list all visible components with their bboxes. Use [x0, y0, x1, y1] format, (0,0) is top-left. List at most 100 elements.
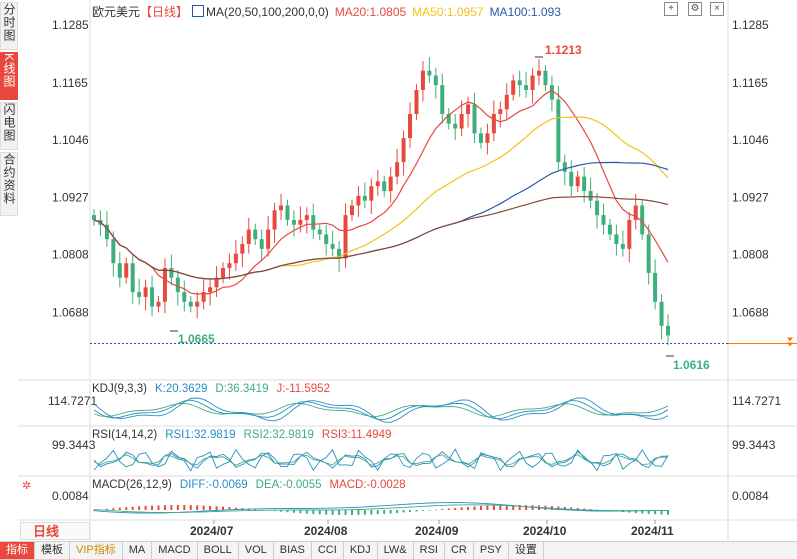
macd-dea: DEA:-0.0055	[255, 479, 322, 491]
macd-bar	[467, 506, 470, 510]
candle-body	[298, 219, 303, 225]
macd-bar	[570, 507, 573, 510]
candle-body	[240, 243, 245, 254]
macd-header: MACD(26,12,9) DIFF:-0.0069 DEA:-0.0055 MACD…	[92, 479, 414, 491]
expand-icon[interactable]: +	[664, 2, 678, 16]
candle-body	[130, 263, 135, 293]
tab-macd[interactable]: MACD	[152, 542, 198, 559]
tab-psy[interactable]: PSY	[474, 542, 509, 559]
tab-flash-label: 闪电图	[2, 103, 16, 142]
macd-bar	[641, 510, 644, 514]
candle-body	[614, 234, 619, 244]
tab-kline[interactable]: K线图	[0, 52, 18, 100]
settings-icon[interactable]: ⚙	[688, 2, 702, 16]
candle-body	[607, 224, 612, 235]
macd-bar	[492, 505, 495, 510]
macd-bar	[125, 507, 128, 510]
macd-bar	[176, 505, 179, 510]
period-button[interactable]: 日线	[20, 522, 90, 540]
tab-timeshare[interactable]: 分时图	[0, 2, 18, 50]
candle-body	[517, 80, 522, 86]
price-tick-right: 1.1165	[732, 76, 768, 90]
candle-body	[169, 268, 174, 278]
macd-bar	[667, 510, 669, 515]
macd-bar	[318, 510, 321, 515]
candle-body	[395, 162, 400, 177]
candle-body	[201, 292, 206, 302]
candle-body	[266, 229, 271, 249]
candle-body	[304, 215, 309, 220]
tab-flash[interactable]: 闪电图	[0, 102, 18, 150]
rsi-axis-left: 99.3443	[52, 438, 96, 452]
macd-bar	[415, 510, 418, 512]
macd-diff-line	[93, 502, 669, 514]
macd-bar	[292, 510, 295, 513]
kdj-label: KDJ(9,3,3)	[92, 383, 147, 395]
candle-body	[466, 104, 471, 115]
macd-bar	[576, 507, 579, 510]
candle-body	[478, 133, 483, 143]
tab-kline-label: K线图	[2, 53, 16, 89]
candle-body	[588, 191, 593, 201]
macd-bar	[299, 510, 302, 514]
tab-vol[interactable]: VOL	[239, 542, 274, 559]
candle-body	[562, 162, 567, 172]
candle-body	[582, 176, 587, 192]
macd-bar	[105, 508, 108, 510]
tab-kdj[interactable]: KDJ	[344, 542, 378, 559]
candle-body	[227, 263, 232, 269]
macd-bar	[234, 507, 237, 510]
candle-body	[408, 114, 413, 139]
tab-boll[interactable]: BOLL	[198, 542, 239, 559]
time-axis-label: 2024/07	[190, 524, 234, 538]
candle-body	[330, 243, 335, 249]
macd-bar	[170, 505, 173, 510]
tab-lwr[interactable]: LW&	[378, 542, 414, 559]
macd-bar	[305, 510, 308, 514]
macd-bar	[189, 505, 192, 510]
macd-bar	[647, 510, 650, 514]
candle-body	[459, 114, 464, 129]
macd-bar	[144, 505, 147, 510]
candle-body	[653, 272, 658, 302]
tab-bias[interactable]: BIAS	[274, 542, 312, 559]
candle-body	[272, 210, 277, 230]
candle-body	[427, 70, 432, 76]
candle-body	[633, 205, 638, 220]
tab-contract[interactable]: 合约资料	[0, 152, 18, 216]
macd-bar	[473, 506, 476, 510]
macd-bar	[460, 507, 463, 510]
tab-ma[interactable]: MA	[123, 542, 153, 559]
price-tick-right: 1.1285	[732, 18, 769, 32]
ma-settings-icon[interactable]	[192, 5, 205, 17]
ma20-value: MA20:1.0805	[334, 5, 407, 19]
candle-body	[414, 89, 419, 115]
macd-bar	[286, 510, 289, 513]
candle-body	[285, 205, 290, 220]
macd-settings-icon[interactable]: ✲	[22, 480, 32, 492]
ma100-line	[93, 161, 669, 280]
macd-bar	[660, 510, 663, 515]
tab-vip[interactable]: VIP指标	[70, 542, 123, 559]
rsi-axis-right: 99.3443	[732, 438, 776, 452]
price-tick-right: 1.0808	[732, 248, 769, 262]
tab-template[interactable]: 模板	[35, 542, 70, 559]
close-icon[interactable]: ×	[710, 2, 724, 16]
ma20-line	[93, 89, 669, 295]
candle-body	[620, 243, 625, 249]
macd-axis-right: 0.0084	[732, 489, 769, 503]
tab-rsi[interactable]: RSI	[414, 542, 445, 559]
tab-settings[interactable]: 设置	[509, 542, 544, 559]
macd-bar	[634, 510, 637, 514]
macd-bar	[196, 505, 199, 510]
macd-bar	[350, 510, 353, 515]
candle-body	[156, 301, 161, 307]
tab-cci[interactable]: CCI	[312, 542, 344, 559]
tab-cr[interactable]: CR	[445, 542, 474, 559]
candle-body	[117, 263, 122, 278]
macd-bar	[434, 509, 437, 511]
tab-indicators[interactable]: 指标	[0, 542, 35, 559]
candle-body	[220, 268, 225, 278]
candle-body	[446, 114, 451, 124]
